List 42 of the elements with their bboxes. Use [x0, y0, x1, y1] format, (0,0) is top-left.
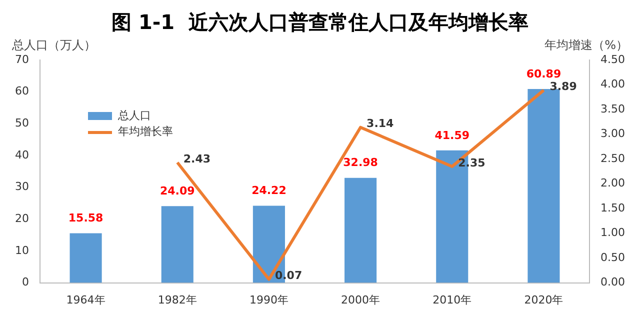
- bar: [344, 178, 377, 283]
- y-axis-title: 总人口（万人）: [11, 38, 96, 52]
- x-tick-label: 1982年: [158, 293, 197, 306]
- x-tick-label: 1990年: [249, 293, 288, 306]
- data-label: 32.98: [343, 156, 378, 170]
- data-label: 2.43: [183, 152, 211, 166]
- data-label: 3.14: [366, 117, 394, 130]
- x-tick-label: 2020年: [524, 293, 564, 306]
- x-tick-label: 1964年: [66, 293, 106, 306]
- x-tick-label: 2000年: [341, 293, 380, 306]
- x-tick-label: 2010年: [432, 293, 472, 306]
- chart-title: 图 1-1 近六次人口普查常住人口及年均增长率: [111, 10, 529, 34]
- y2-tick-label: 0.50: [600, 250, 626, 264]
- y2-tick-label: 4.00: [600, 78, 626, 91]
- y-tick-label: 20: [14, 212, 29, 225]
- data-label: 24.22: [252, 184, 286, 198]
- y-tick-label: 40: [14, 148, 29, 162]
- y2-axis-title: 年均增速（%）: [544, 38, 628, 52]
- y-tick-label: 50: [14, 116, 29, 130]
- bar: [70, 233, 102, 283]
- y-tick-label: 60: [14, 84, 29, 98]
- y2-tick-label: 3.50: [600, 102, 626, 116]
- y2-tick-label: 2.00: [600, 176, 626, 190]
- bar: [161, 206, 194, 283]
- y2-tick-label: 2.50: [600, 152, 626, 165]
- y-tick-label: 10: [14, 244, 29, 257]
- data-label: 24.09: [160, 184, 195, 198]
- data-label: 3.89: [550, 80, 577, 94]
- bar: [528, 88, 560, 283]
- y2-tick-label: 0.00: [600, 276, 626, 289]
- y2-tick-label: 3.00: [600, 127, 626, 140]
- y-tick-label: 0: [22, 276, 29, 289]
- y2-tick-label: 4.50: [600, 52, 626, 66]
- data-label: 41.59: [434, 128, 470, 142]
- data-label: 15.58: [68, 212, 104, 225]
- y-tick-label: 70: [14, 52, 29, 66]
- y-tick-label: 30: [14, 180, 29, 194]
- legend-label: 年均增长率: [118, 124, 173, 140]
- data-label: 60.89: [526, 67, 562, 80]
- legend-label: 总人口: [118, 108, 151, 124]
- y2-tick-label: 1.50: [600, 201, 626, 214]
- y2-tick-label: 1.00: [600, 226, 626, 240]
